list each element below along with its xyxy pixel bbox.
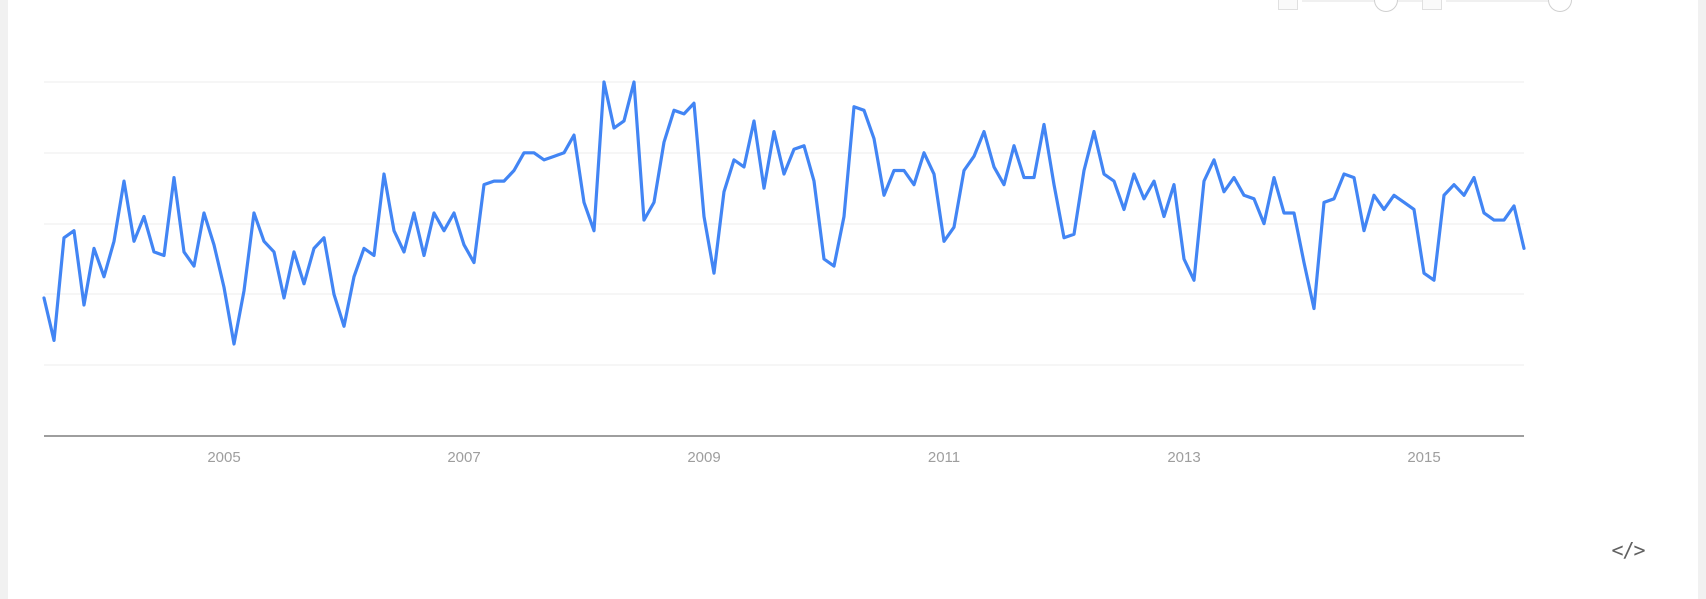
trend-chart: 2005 2007 2009 2011 2013 2015 — [42, 80, 1526, 466]
x-axis: 2005 2007 2009 2011 2013 2015 — [44, 435, 1524, 466]
embed-code-button[interactable]: </> — [1611, 538, 1645, 562]
x-tick-label: 2005 — [207, 449, 240, 466]
compare-checkbox[interactable] — [1422, 0, 1442, 10]
series-line — [42, 80, 1526, 346]
series-checkbox[interactable] — [1278, 0, 1298, 10]
x-tick-label: 2007 — [447, 449, 480, 466]
series-group — [42, 80, 1526, 346]
series-label-bar — [1302, 0, 1432, 2]
gridlines — [44, 81, 1524, 366]
x-tick-label: 2009 — [687, 449, 720, 466]
compare-label-bar — [1446, 0, 1556, 2]
top-controls — [1278, 0, 1706, 12]
chart-card: 2005 2007 2009 2011 2013 2015 </> — [8, 0, 1698, 599]
x-tick-label: 2015 — [1407, 449, 1440, 466]
x-tick-label: 2013 — [1167, 449, 1200, 466]
x-tick-label: 2011 — [928, 449, 960, 466]
